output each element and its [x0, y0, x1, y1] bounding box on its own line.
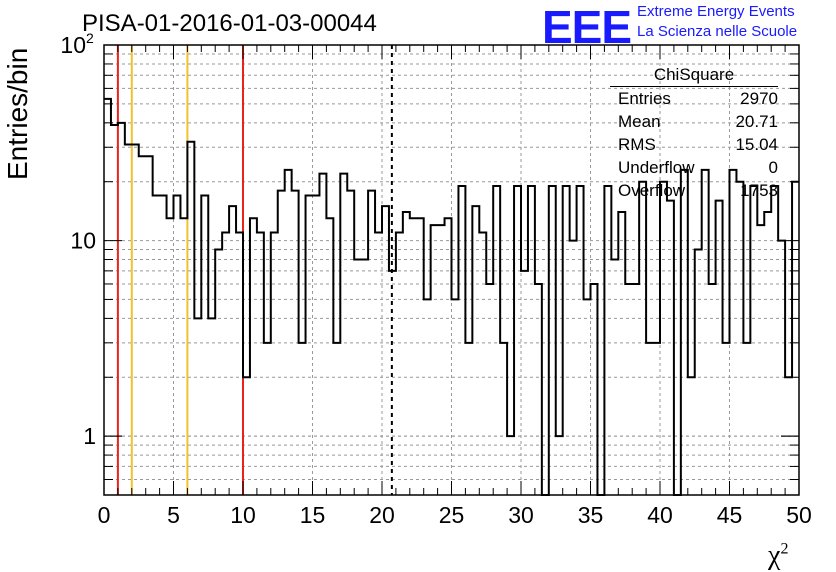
- y-tick-label-sup: 2: [86, 30, 94, 46]
- logo-line-1: Extreme Energy Events: [637, 3, 795, 20]
- y-tick-label: 1: [83, 423, 96, 449]
- x-tick-label: 35: [578, 502, 604, 528]
- stats-label: Overflow: [618, 181, 686, 200]
- y-axis-label: Entries/bin: [2, 47, 33, 180]
- stats-label: Underflow: [618, 158, 695, 177]
- x-tick-label: 45: [717, 502, 743, 528]
- stats-row: Mean 20.71: [610, 110, 778, 133]
- stats-box: ChiSquare Entries 2970 Mean 20.71 RMS 15…: [610, 65, 778, 202]
- x-tick-label: 40: [647, 502, 673, 528]
- y-tick-label: 10: [60, 32, 86, 58]
- x-tick-label: 0: [98, 502, 111, 528]
- stats-row: RMS 15.04: [610, 133, 778, 156]
- stats-row: Overflow 1753: [610, 179, 778, 202]
- x-tick-label: 50: [786, 502, 812, 528]
- x-axis-label-sup: 2: [780, 540, 789, 558]
- x-tick-label: 15: [300, 502, 326, 528]
- stats-header: ChiSquare: [610, 65, 778, 87]
- eee-logo-mark: EEE: [542, 1, 632, 53]
- x-tick-label: 20: [369, 502, 395, 528]
- x-axis-label-base: χ: [768, 540, 781, 571]
- logo-line-2: La Scienza nelle Scuole: [637, 23, 798, 40]
- x-tick-label: 30: [508, 502, 534, 528]
- stats-value: 2970: [740, 89, 778, 108]
- x-tick-label: 5: [167, 502, 180, 528]
- stats-value: 0: [768, 158, 778, 177]
- y-tick-label: 10: [70, 228, 96, 254]
- stats-value: 20.71: [735, 112, 778, 131]
- stats-label: Entries: [618, 89, 671, 108]
- stats-value: 15.04: [735, 135, 778, 154]
- x-tick-label: 10: [230, 502, 256, 528]
- x-axis-label: χ2: [768, 540, 788, 572]
- histogram-line: [104, 97, 799, 496]
- stats-label: Mean: [618, 112, 661, 131]
- stats-label: RMS: [618, 135, 656, 154]
- stats-row: Underflow 0: [610, 156, 778, 179]
- chart-title: PISA-01-2016-01-03-00044: [82, 10, 377, 37]
- stats-row: Entries 2970: [610, 87, 778, 110]
- stats-value: 1753: [740, 181, 778, 200]
- x-tick-label: 25: [439, 502, 465, 528]
